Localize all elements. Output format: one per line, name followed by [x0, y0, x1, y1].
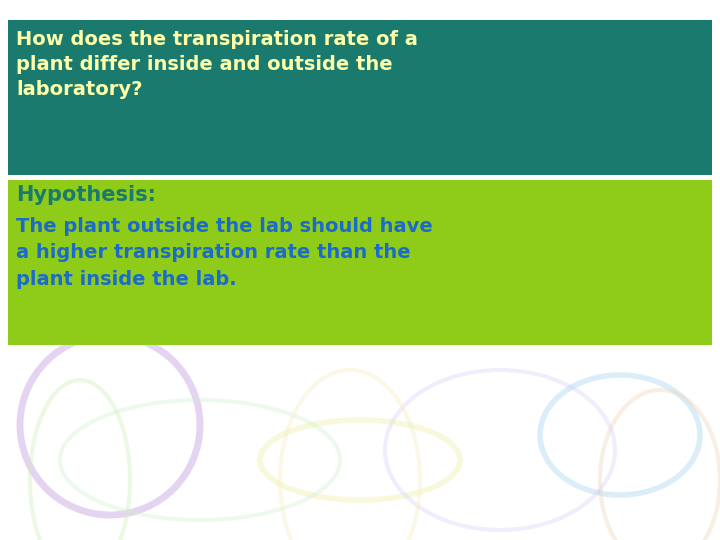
Text: How does the transpiration rate of a
plant differ inside and outside the
laborat: How does the transpiration rate of a pla…: [16, 30, 418, 99]
Text: The plant outside the lab should have
a higher transpiration rate than the
plant: The plant outside the lab should have a …: [16, 217, 433, 289]
FancyBboxPatch shape: [8, 180, 712, 345]
FancyBboxPatch shape: [8, 20, 712, 175]
Text: Hypothesis:: Hypothesis:: [16, 185, 156, 205]
